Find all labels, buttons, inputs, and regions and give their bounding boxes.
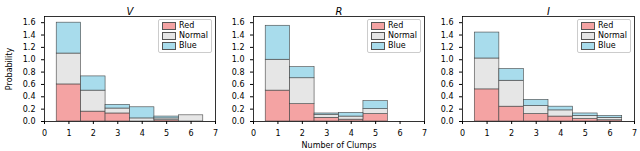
svg-text:7: 7 xyxy=(422,129,427,138)
svg-text:1: 1 xyxy=(275,129,280,138)
html-text:Red: Red xyxy=(388,21,404,30)
html-text:Blue: Blue xyxy=(388,41,406,50)
svg-text:1.4: 1.4 xyxy=(441,31,454,40)
svg-text:0.0: 0.0 xyxy=(441,117,454,126)
svg-text:1.0: 1.0 xyxy=(23,55,36,64)
svg-text:1.4: 1.4 xyxy=(23,31,36,40)
svg-text:1.0: 1.0 xyxy=(232,55,245,64)
svg-text:4: 4 xyxy=(558,129,563,138)
svg-text:0: 0 xyxy=(460,129,465,138)
svg-text:0.6: 0.6 xyxy=(441,80,454,89)
svg-text:0.8: 0.8 xyxy=(441,68,454,77)
svg-text:5: 5 xyxy=(373,129,378,138)
svg-text:1.2: 1.2 xyxy=(23,43,36,52)
html-text:Red: Red xyxy=(179,21,195,30)
svg-text:0.6: 0.6 xyxy=(23,80,36,89)
svg-text:Number of Clumps: Number of Clumps xyxy=(302,141,377,150)
svg-text:1.6: 1.6 xyxy=(441,18,454,27)
svg-text:6: 6 xyxy=(607,129,612,138)
svg-text:V: V xyxy=(127,6,135,17)
svg-text:0.8: 0.8 xyxy=(23,68,36,77)
svg-text:0.8: 0.8 xyxy=(232,68,245,77)
svg-text:6: 6 xyxy=(398,129,403,138)
svg-text:0.6: 0.6 xyxy=(232,80,245,89)
svg-text:1.2: 1.2 xyxy=(441,43,454,52)
svg-text:2: 2 xyxy=(300,129,305,138)
svg-text:1: 1 xyxy=(66,129,71,138)
svg-text:5: 5 xyxy=(164,129,169,138)
svg-text:2: 2 xyxy=(91,129,96,138)
svg-text:R: R xyxy=(336,6,343,17)
svg-text:0.0: 0.0 xyxy=(23,117,36,126)
html-text:Normal: Normal xyxy=(179,31,208,40)
svg-text:3: 3 xyxy=(534,129,539,138)
svg-text:6: 6 xyxy=(189,129,194,138)
svg-text:4: 4 xyxy=(140,129,145,138)
svg-text:1.4: 1.4 xyxy=(232,31,245,40)
svg-text:2: 2 xyxy=(509,129,514,138)
svg-text:7: 7 xyxy=(213,129,218,138)
svg-text:1.2: 1.2 xyxy=(232,43,245,52)
html-text:Blue: Blue xyxy=(179,41,197,50)
svg-text:1: 1 xyxy=(485,129,490,138)
svg-text:0.4: 0.4 xyxy=(23,92,36,101)
svg-text:0.2: 0.2 xyxy=(23,105,36,114)
html-text:Blue: Blue xyxy=(598,41,616,50)
svg-text:I: I xyxy=(547,6,550,17)
svg-text:0.0: 0.0 xyxy=(232,117,245,126)
svg-text:3: 3 xyxy=(324,129,329,138)
svg-text:0.4: 0.4 xyxy=(441,92,454,101)
svg-text:0: 0 xyxy=(251,129,256,138)
svg-text:Probability: Probability xyxy=(5,48,14,91)
html-text:Red: Red xyxy=(598,21,614,30)
svg-text:0: 0 xyxy=(42,129,47,138)
html-text:Normal: Normal xyxy=(388,31,417,40)
svg-text:7: 7 xyxy=(632,129,637,138)
html-text:Normal: Normal xyxy=(598,31,627,40)
svg-text:3: 3 xyxy=(115,129,120,138)
svg-text:0.2: 0.2 xyxy=(232,105,245,114)
svg-text:1.6: 1.6 xyxy=(23,18,36,27)
svg-text:5: 5 xyxy=(583,129,588,138)
svg-text:1.6: 1.6 xyxy=(232,18,245,27)
svg-text:4: 4 xyxy=(349,129,354,138)
svg-text:0.2: 0.2 xyxy=(441,105,454,114)
svg-text:1.0: 1.0 xyxy=(441,55,454,64)
svg-text:0.4: 0.4 xyxy=(232,92,245,101)
